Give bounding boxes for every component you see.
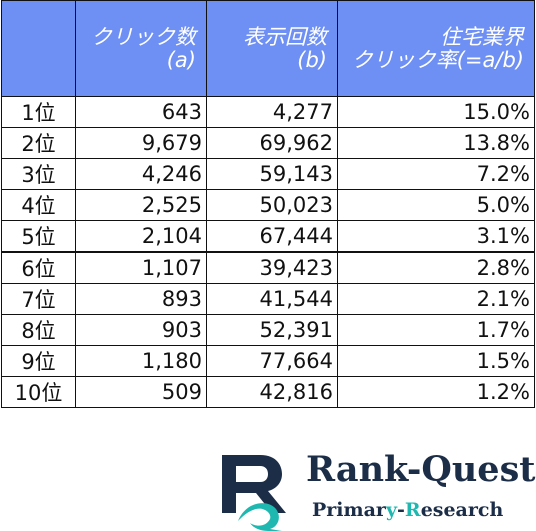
header-ctr-title: 住宅業界 [440, 24, 524, 49]
header-impressions: 表示回数 (b) [206, 0, 338, 97]
impressions-cell: 39,423 [206, 251, 338, 284]
ctr-cell: 1.7% [337, 314, 535, 346]
header-clicks-title: クリック数 [91, 24, 196, 49]
rank-cell: 1位 [1, 96, 76, 128]
impressions-cell: 69,962 [206, 127, 338, 159]
impressions-cell: 59,143 [206, 158, 338, 190]
header-ctr: 住宅業界 クリック率(=a/b) [337, 0, 535, 97]
table-row: 9位 1,180 77,664 1.5% [1, 345, 535, 377]
impressions-cell: 67,444 [206, 220, 338, 253]
ctr-cell: 13.8% [337, 127, 535, 159]
table-row: 1位 643 4,277 15.0% [1, 96, 535, 128]
brand-subtitle-part: Primar [312, 499, 386, 521]
clicks-cell: 2,525 [75, 189, 207, 221]
ctr-cell: 3.1% [337, 220, 535, 253]
impressions-cell: 77,664 [206, 345, 338, 377]
ctr-cell: 1.5% [337, 345, 535, 377]
header-ctr-sub: クリック率(=a/b) [351, 47, 524, 72]
brand-subtitle-part: esearch [420, 499, 504, 521]
impressions-cell: 42,816 [206, 376, 338, 408]
rank-cell: 9位 [1, 345, 76, 377]
ctr-cell: 15.0% [337, 96, 535, 128]
impressions-cell: 52,391 [206, 314, 338, 346]
rank-cell: 4位 [1, 189, 76, 221]
rank-cell: 5位 [1, 220, 76, 253]
brand-subtitle-part: - [397, 499, 405, 521]
header-row: クリック数 (a) 表示回数 (b) 住宅業界 クリック率(=a/b) [1, 0, 535, 97]
header-clicks-sub: (a) [166, 47, 196, 72]
brand-subtitle: Primary-Research [312, 499, 503, 521]
brand-subtitle-accent: y [385, 499, 397, 521]
header-impressions-title: 表示回数 [243, 24, 327, 49]
ctr-cell: 5.0% [337, 189, 535, 221]
clicks-cell: 1,107 [75, 251, 207, 284]
clicks-cell: 2,104 [75, 220, 207, 253]
ctr-cell: 7.2% [337, 158, 535, 190]
impressions-cell: 4,277 [206, 96, 338, 128]
table-row: 4位 2,525 50,023 5.0% [1, 189, 535, 221]
ctr-cell: 1.2% [337, 376, 535, 408]
clicks-cell: 643 [75, 96, 207, 128]
ctr-cell: 2.8% [337, 251, 535, 284]
header-rank [1, 0, 76, 97]
rank-quest-logo: Rank-Quest Primary-Research [216, 447, 536, 531]
clicks-cell: 9,679 [75, 127, 207, 159]
header-impressions-sub: (b) [297, 47, 327, 72]
table-row: 8位 903 52,391 1.7% [1, 314, 535, 346]
rank-cell: 2位 [1, 127, 76, 159]
header-clicks: クリック数 (a) [75, 0, 207, 97]
brand-subtitle-accent: R [404, 499, 421, 521]
ctr-cell: 2.1% [337, 283, 535, 315]
table-row: 7位 893 41,544 2.1% [1, 283, 535, 315]
clicks-cell: 4,246 [75, 158, 207, 190]
brand-name: Rank-Quest [306, 449, 536, 490]
impressions-cell: 50,023 [206, 189, 338, 221]
clicks-cell: 509 [75, 376, 207, 408]
table-row: 10位 509 42,816 1.2% [1, 376, 535, 408]
rank-cell: 10位 [1, 376, 76, 408]
clicks-cell: 1,180 [75, 345, 207, 377]
table-row: 5位 2,104 67,444 3.1% [1, 220, 535, 253]
rank-cell: 7位 [1, 283, 76, 315]
ranking-table: クリック数 (a) 表示回数 (b) 住宅業界 クリック率(=a/b) 1位 6… [1, 0, 535, 408]
table-row: 3位 4,246 59,143 7.2% [1, 158, 535, 190]
rank-cell: 6位 [1, 251, 76, 284]
clicks-cell: 903 [75, 314, 207, 346]
rank-cell: 3位 [1, 158, 76, 190]
impressions-cell: 41,544 [206, 283, 338, 315]
table-row: 6位 1,107 39,423 2.8% [1, 251, 535, 284]
rq-logo-mark-icon [222, 455, 286, 531]
rank-cell: 8位 [1, 314, 76, 346]
table-row: 2位 9,679 69,962 13.8% [1, 127, 535, 159]
clicks-cell: 893 [75, 283, 207, 315]
